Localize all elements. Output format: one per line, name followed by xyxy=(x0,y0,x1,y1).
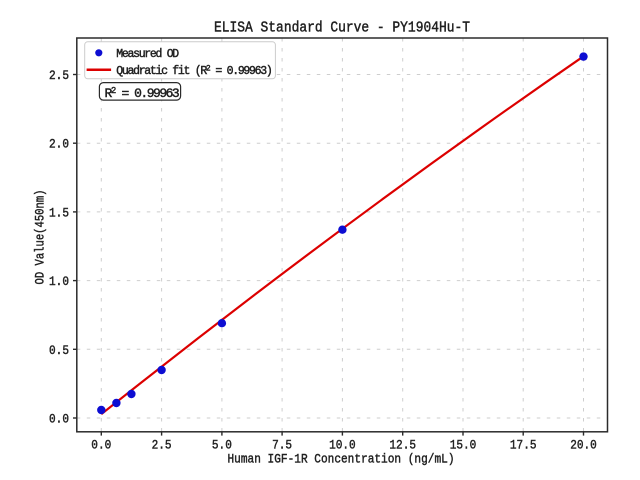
svg-text:15.0: 15.0 xyxy=(450,438,477,453)
svg-text:2.5: 2.5 xyxy=(49,68,69,83)
svg-text:1.0: 1.0 xyxy=(49,274,69,289)
svg-text:0.0: 0.0 xyxy=(91,438,111,453)
svg-text:OD Value(450nm): OD Value(450nm) xyxy=(33,190,48,285)
svg-text:0.0: 0.0 xyxy=(49,412,69,427)
svg-text:Measured OD: Measured OD xyxy=(116,48,179,61)
svg-text:20.0: 20.0 xyxy=(570,438,597,453)
svg-text:ELISA Standard Curve - PY1904H: ELISA Standard Curve - PY1904Hu-T xyxy=(214,21,470,37)
svg-text:12.5: 12.5 xyxy=(389,438,416,453)
svg-text:1.5: 1.5 xyxy=(49,205,69,220)
svg-text:Quadratic fit (R2 = 0.99963): Quadratic fit (R2 = 0.99963) xyxy=(116,64,271,78)
svg-text:R2 = 0.99963: R2 = 0.99963 xyxy=(105,86,179,101)
svg-text:17.5: 17.5 xyxy=(510,438,537,453)
svg-text:7.5: 7.5 xyxy=(272,438,292,453)
svg-text:5.0: 5.0 xyxy=(212,438,232,453)
svg-text:2.0: 2.0 xyxy=(49,137,69,152)
svg-text:0.5: 0.5 xyxy=(49,343,69,358)
svg-text:Human IGF-1R Concentration (ng: Human IGF-1R Concentration (ng/mL) xyxy=(228,452,455,467)
svg-text:2.5: 2.5 xyxy=(152,438,172,453)
svg-text:10.0: 10.0 xyxy=(329,438,356,453)
